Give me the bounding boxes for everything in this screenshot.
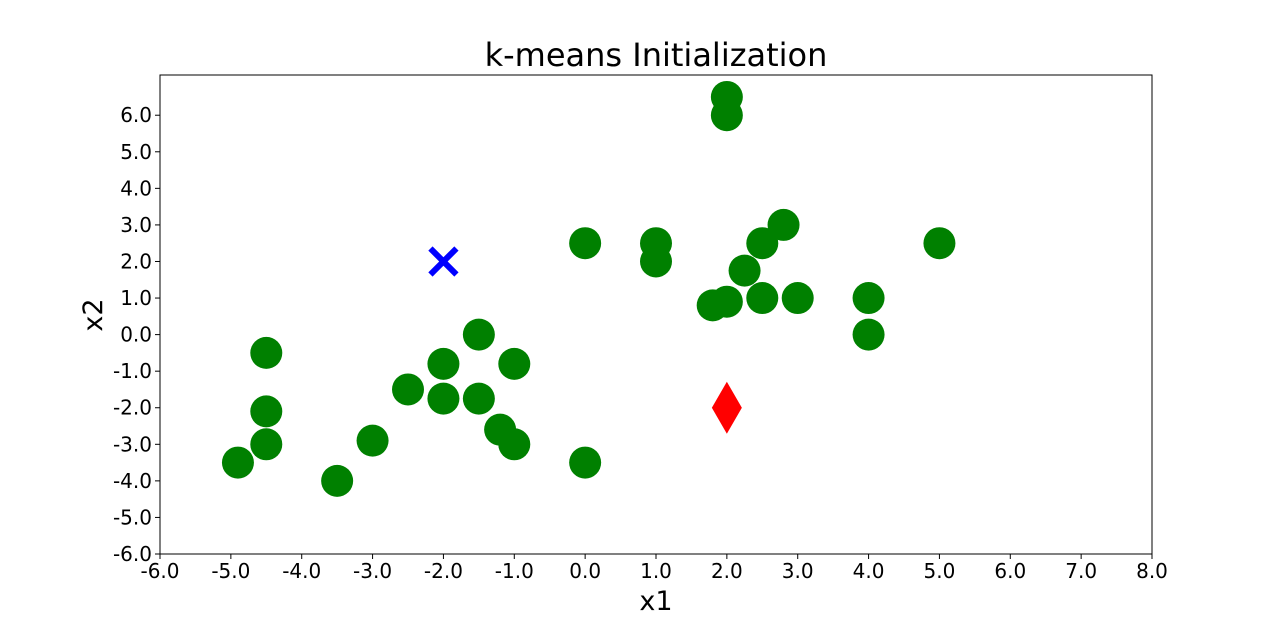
data-point	[569, 227, 602, 260]
y-axis-label: x2	[78, 298, 109, 331]
plot-frame	[159, 74, 1153, 555]
y-tick-label: 4.0	[120, 176, 152, 200]
x-axis: -6.0 -5.0 -4.0 -3.0 -2.0 -1.0 0.0 1.0 2.0 3.0 4.0 5…	[140, 554, 1168, 583]
x-tick-label: 1.0	[640, 559, 672, 583]
data-point	[392, 373, 424, 406]
y-tick-label: -6.0	[113, 542, 152, 566]
x-tick-label: -1.0	[495, 559, 534, 583]
x-tick-label: -5.0	[211, 559, 250, 583]
data-points	[221, 80, 956, 497]
x-tick-label: 4.0	[853, 559, 885, 583]
y-tick-label: 5.0	[120, 140, 152, 164]
x-tick-label: 0.0	[569, 559, 601, 583]
data-point	[923, 227, 956, 260]
y-tick-label: -4.0	[113, 469, 152, 493]
data-point	[767, 208, 800, 241]
x-tick-label: 7.0	[1065, 559, 1097, 583]
data-point	[321, 464, 354, 497]
data-point	[250, 336, 283, 369]
data-point	[427, 382, 460, 415]
data-point	[498, 428, 531, 461]
data-point	[462, 382, 495, 415]
y-tick-label: -3.0	[113, 432, 152, 456]
data-point	[640, 245, 672, 278]
x-tick-label: 3.0	[782, 559, 814, 583]
y-tick-label: 6.0	[120, 103, 152, 127]
x-tick-label: -2.0	[424, 559, 463, 583]
data-point	[427, 347, 460, 380]
data-point	[250, 428, 283, 461]
data-point	[250, 395, 283, 428]
y-tick-label: -1.0	[113, 359, 152, 383]
data-point	[852, 318, 885, 351]
x-tick-label: 6.0	[994, 559, 1026, 583]
x-tick-label: 8.0	[1136, 559, 1168, 583]
chart-title: k-means Initialization	[485, 36, 828, 74]
y-axis: -6.0 -5.0 -4.0 -3.0 -2.0 -1.0 0.0 1.0 2.0 3.0 4.0 5…	[113, 103, 160, 566]
centroid-diamond-marker	[711, 381, 742, 434]
x-tick-label: -4.0	[282, 559, 321, 583]
plot-area	[159, 74, 1153, 555]
data-point	[569, 446, 602, 479]
y-tick-label: 3.0	[120, 213, 152, 237]
data-point	[356, 424, 389, 457]
x-tick-label: 5.0	[924, 559, 956, 583]
x-tick-label: -3.0	[353, 559, 392, 583]
data-point	[462, 318, 495, 351]
y-tick-label: 0.0	[120, 323, 152, 347]
x-tick-label: -6.0	[140, 559, 179, 583]
data-point	[710, 99, 743, 132]
data-point	[221, 446, 254, 479]
x-axis-label: x1	[639, 586, 672, 617]
y-tick-label: -5.0	[113, 505, 152, 529]
data-point	[852, 282, 885, 315]
y-tick-label: 1.0	[120, 286, 152, 310]
x-tick-label: 2.0	[711, 559, 743, 583]
data-point	[710, 285, 743, 318]
data-point	[781, 282, 814, 315]
data-point	[746, 227, 779, 260]
y-tick-label: 2.0	[120, 249, 152, 273]
centroid-x-marker	[428, 246, 459, 277]
data-point	[498, 347, 531, 380]
data-point	[728, 254, 761, 287]
y-tick-label: -2.0	[113, 396, 152, 420]
data-point	[746, 282, 779, 315]
